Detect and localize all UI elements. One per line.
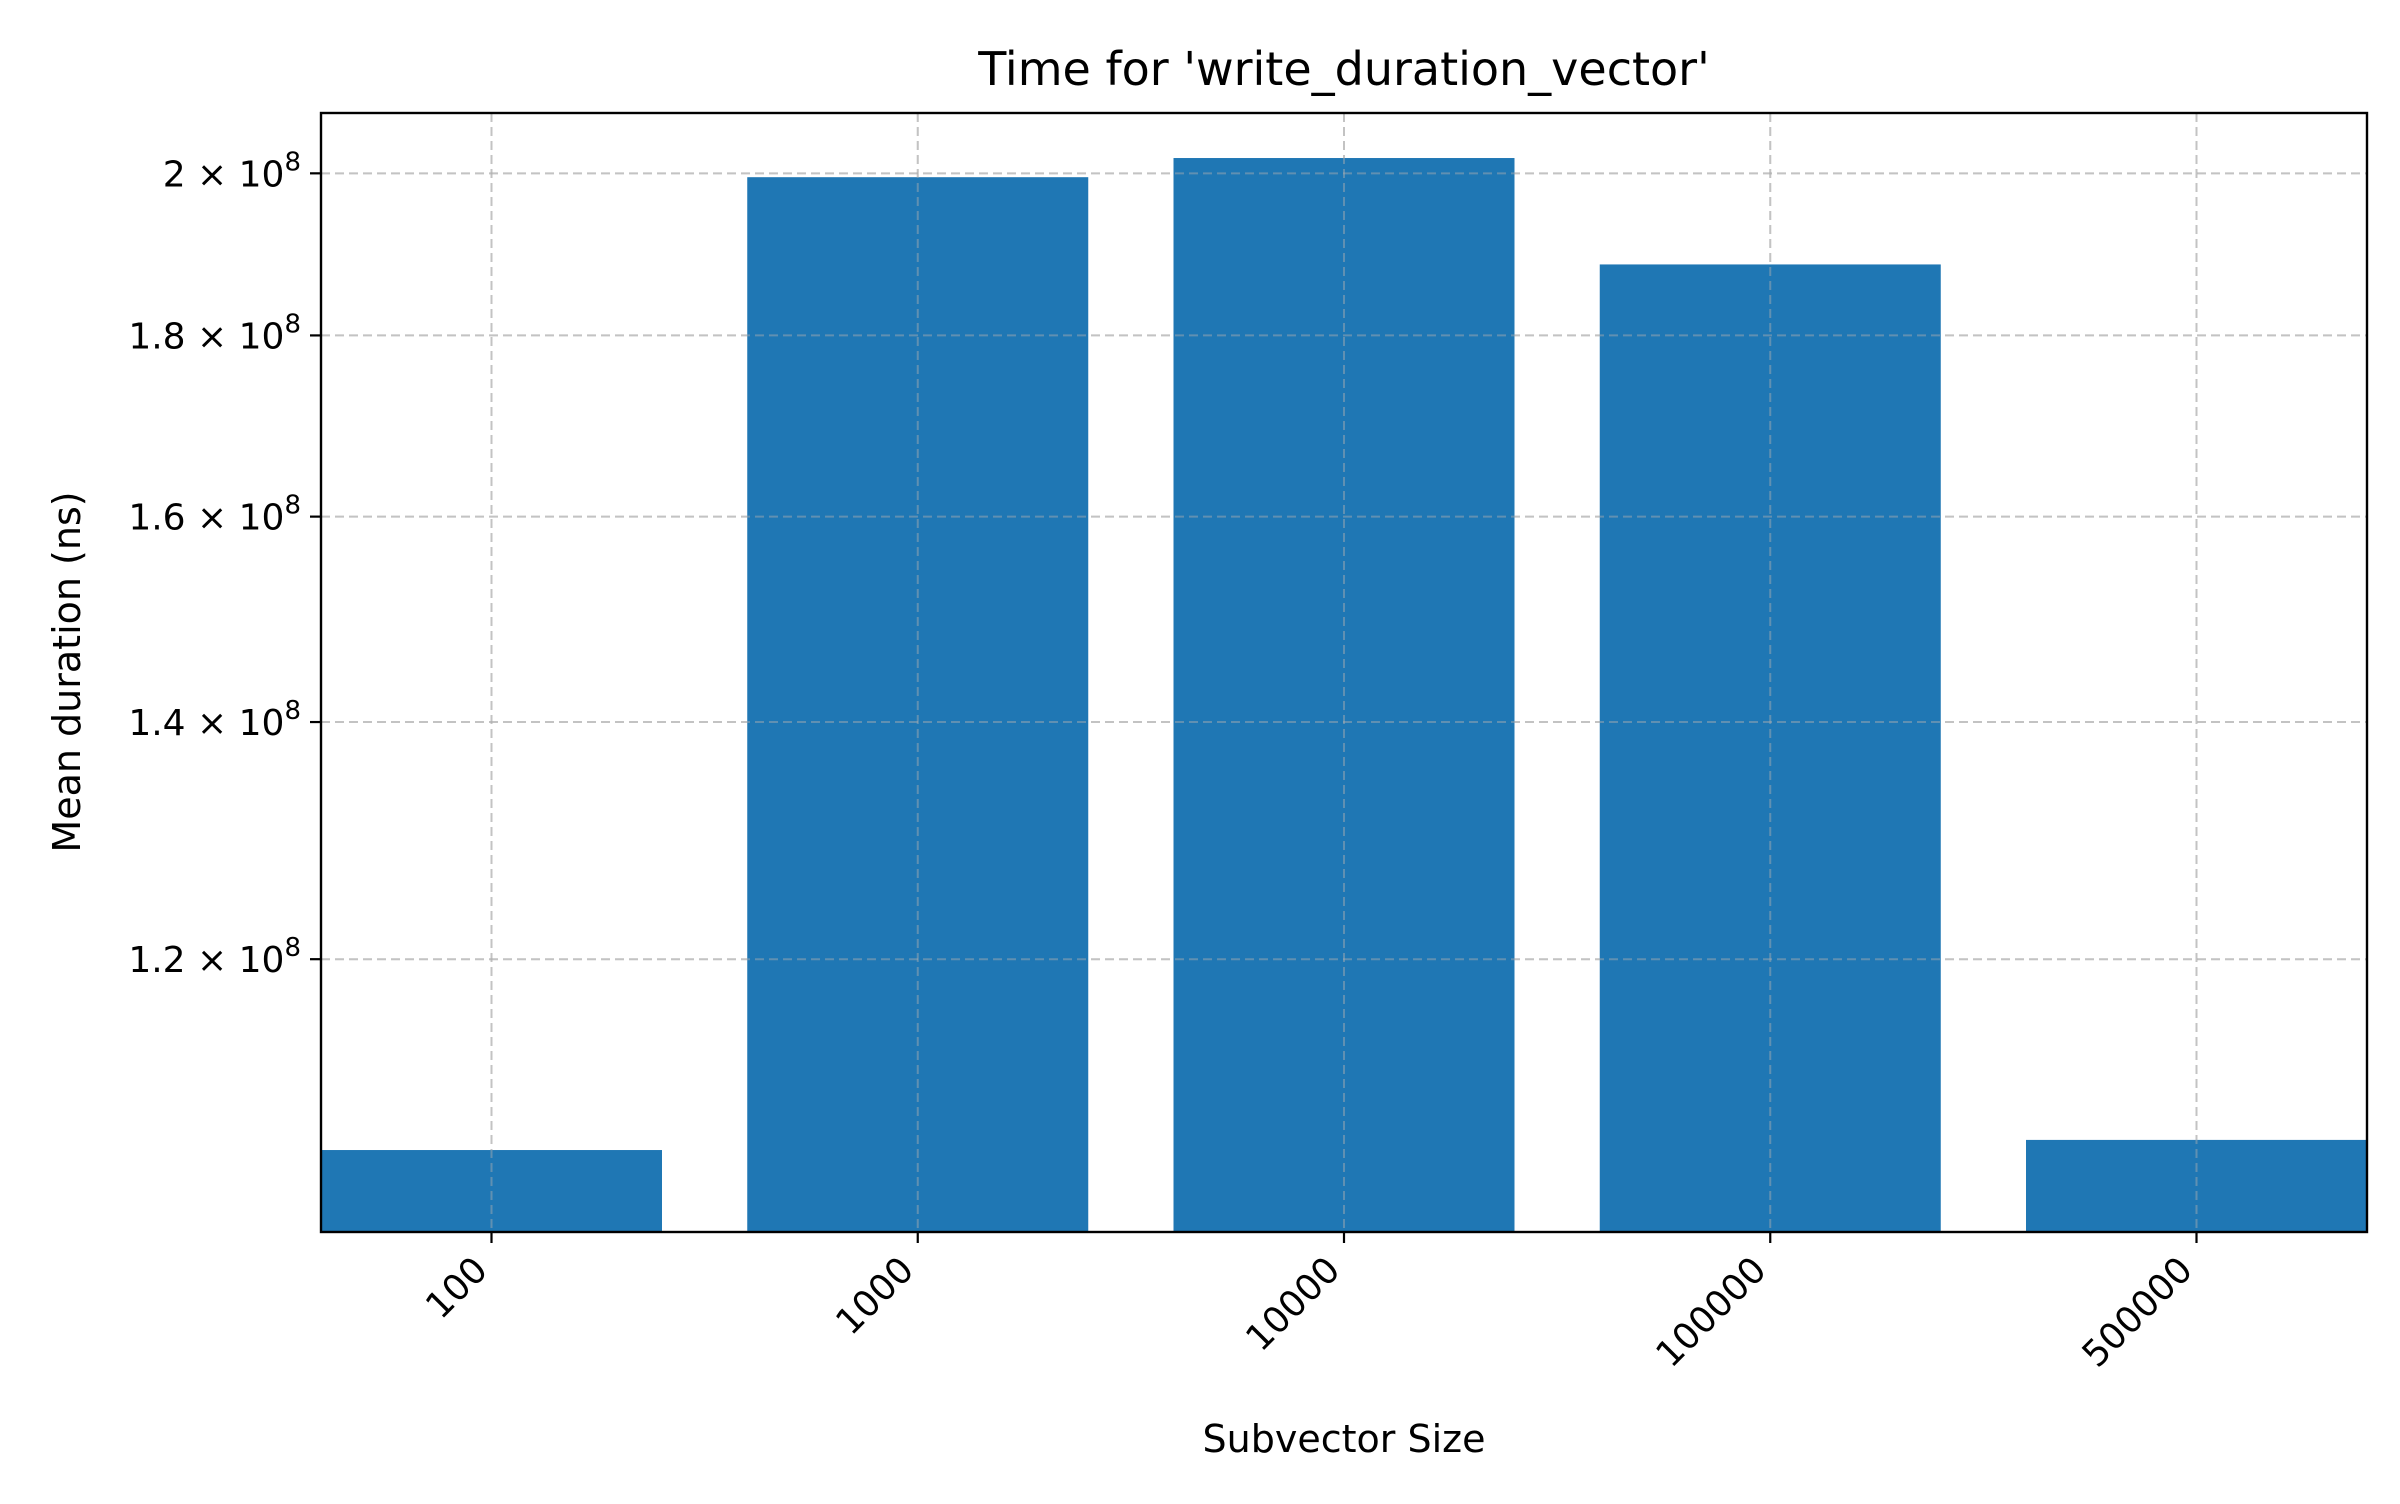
x-axis-label: Subvector Size	[1203, 1417, 1486, 1461]
x-tick-label: 500000	[2075, 1249, 2201, 1375]
x-tick-label: 1000	[828, 1249, 922, 1343]
x-tick-label: 10000	[1238, 1249, 1348, 1359]
bar-500000	[2026, 1139, 2367, 1232]
bar-1000	[747, 177, 1089, 1232]
y-axis-label: Mean duration (ns)	[45, 491, 89, 852]
y-tick-label: 1.6 × 108	[128, 491, 301, 539]
y-tick-label: 1.4 × 108	[128, 696, 301, 744]
x-axis-ticks: 100 1000 10000 100000 500000	[418, 1232, 2201, 1376]
chart-title: Time for 'write_duration_vector'	[977, 42, 1710, 96]
bar-100000	[1599, 264, 1941, 1232]
y-tick-label: 2 × 108	[163, 147, 301, 195]
bars	[321, 158, 2367, 1232]
bar-100	[321, 1150, 662, 1232]
y-tick-label: 1.8 × 108	[128, 309, 301, 357]
y-axis-ticks: 1.2 × 108 1.4 × 108 1.6 × 108 1.8 × 108 2 × …	[128, 147, 321, 981]
grid-lines-overlay	[321, 113, 2367, 1232]
y-tick-label: 1.2 × 108	[128, 933, 301, 981]
x-tick-label: 100	[418, 1249, 496, 1327]
bar-10000	[1173, 158, 1515, 1232]
x-tick-label: 100000	[1648, 1249, 1774, 1375]
